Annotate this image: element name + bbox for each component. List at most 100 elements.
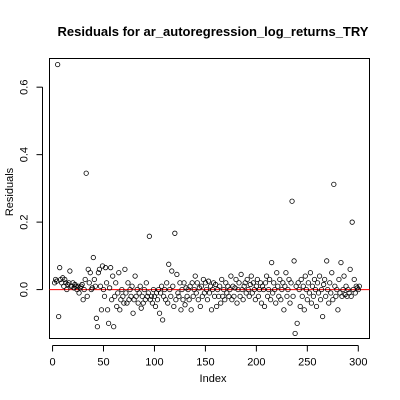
data-point (135, 300, 141, 306)
data-point (174, 271, 180, 278)
data-point (123, 290, 129, 296)
data-point (176, 293, 182, 299)
data-point (258, 300, 265, 306)
data-point (351, 276, 357, 283)
data-point (307, 270, 313, 276)
data-point (334, 286, 340, 293)
data-point (328, 290, 334, 296)
data-point (192, 273, 198, 279)
data-point (341, 273, 347, 279)
data-point (218, 300, 224, 306)
data-point (241, 283, 247, 289)
data-point (292, 330, 298, 337)
data-point (245, 286, 251, 293)
data-point (299, 293, 305, 299)
data-point (323, 293, 329, 299)
y-tick-label: 0.0 (19, 282, 31, 297)
data-point (156, 310, 163, 316)
data-point (133, 293, 139, 299)
data-point (348, 293, 354, 299)
data-point (312, 286, 319, 293)
data-point (282, 283, 288, 289)
data-point (100, 286, 107, 293)
data-point (302, 273, 308, 279)
data-point (317, 297, 324, 303)
data-point (108, 265, 114, 271)
data-point (137, 283, 143, 289)
data-point (138, 305, 144, 311)
data-point (209, 286, 216, 293)
data-point (322, 276, 328, 283)
data-point (261, 303, 268, 310)
data-point (296, 286, 302, 293)
data-point (254, 276, 260, 283)
data-point (180, 297, 186, 303)
data-point (181, 280, 187, 286)
data-point (326, 300, 332, 306)
data-point (132, 273, 138, 279)
data-point (170, 283, 176, 289)
data-point (231, 293, 237, 299)
data-point (349, 219, 355, 225)
data-point (329, 270, 335, 276)
data-point (79, 281, 85, 288)
data-point (82, 276, 88, 283)
data-point (240, 297, 246, 303)
data-point (262, 280, 269, 286)
data-point (175, 290, 181, 296)
data-point (219, 276, 225, 283)
data-point (238, 271, 244, 278)
data-point (168, 293, 174, 299)
residual-points (51, 61, 362, 337)
x-tick-label: 150 (196, 357, 214, 369)
data-point (283, 270, 289, 276)
data-point (297, 303, 303, 310)
data-point (291, 258, 297, 264)
data-point (148, 293, 155, 299)
y-tick-label: 0.2 (19, 214, 31, 229)
data-point (203, 286, 210, 293)
data-point (330, 297, 336, 303)
data-point (154, 297, 161, 303)
data-point (146, 233, 152, 239)
data-point (287, 300, 293, 306)
data-point (305, 280, 311, 286)
data-point (169, 268, 175, 274)
x-tick-label: 300 (349, 357, 367, 369)
data-point (113, 280, 119, 286)
data-point (310, 293, 317, 299)
data-point (112, 293, 118, 299)
data-point (91, 276, 97, 283)
data-point (165, 300, 171, 306)
data-point (125, 280, 131, 286)
data-point (182, 302, 188, 308)
data-point (250, 280, 256, 286)
data-point (143, 280, 149, 286)
data-point (267, 276, 273, 283)
data-point (173, 297, 179, 303)
data-point (57, 265, 63, 271)
data-point (311, 276, 318, 283)
data-point (306, 290, 312, 296)
y-axis: 0.0 0.2 0.4 0.6 (19, 80, 43, 297)
data-point (338, 259, 344, 266)
data-point (80, 297, 86, 303)
data-point (221, 286, 227, 293)
data-point (303, 286, 309, 293)
data-point (117, 307, 123, 313)
data-point (145, 290, 151, 296)
data-point (159, 283, 165, 289)
data-point (345, 286, 351, 293)
data-point (222, 297, 228, 303)
data-point (268, 297, 274, 303)
data-point (255, 293, 262, 299)
data-point (197, 303, 203, 310)
data-point (228, 273, 234, 279)
data-point (234, 300, 240, 306)
data-point (94, 324, 100, 330)
data-point (150, 286, 157, 293)
data-point (84, 293, 90, 299)
data-point (336, 276, 342, 283)
data-point (325, 286, 331, 293)
